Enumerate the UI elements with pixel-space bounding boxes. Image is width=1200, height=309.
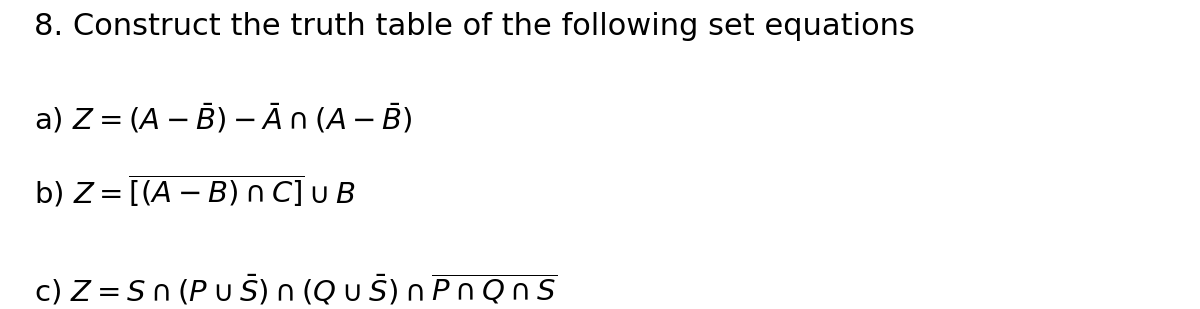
- Text: 8. Construct the truth table of the following set equations: 8. Construct the truth table of the foll…: [34, 12, 914, 41]
- Text: a) $Z = (A - \bar{B}) - \bar{A} \cap (A - \bar{B})$: a) $Z = (A - \bar{B}) - \bar{A} \cap (A …: [34, 102, 413, 136]
- Text: c) $Z = S \cap (P \cup \bar{S}) \cap (Q \cup \bar{S}) \cap \overline{P \cap Q \c: c) $Z = S \cap (P \cup \bar{S}) \cap (Q …: [34, 272, 557, 307]
- Text: b) $Z = \overline{[(A - B) \cap C]} \cup B$: b) $Z = \overline{[(A - B) \cap C]} \cup…: [34, 173, 355, 210]
